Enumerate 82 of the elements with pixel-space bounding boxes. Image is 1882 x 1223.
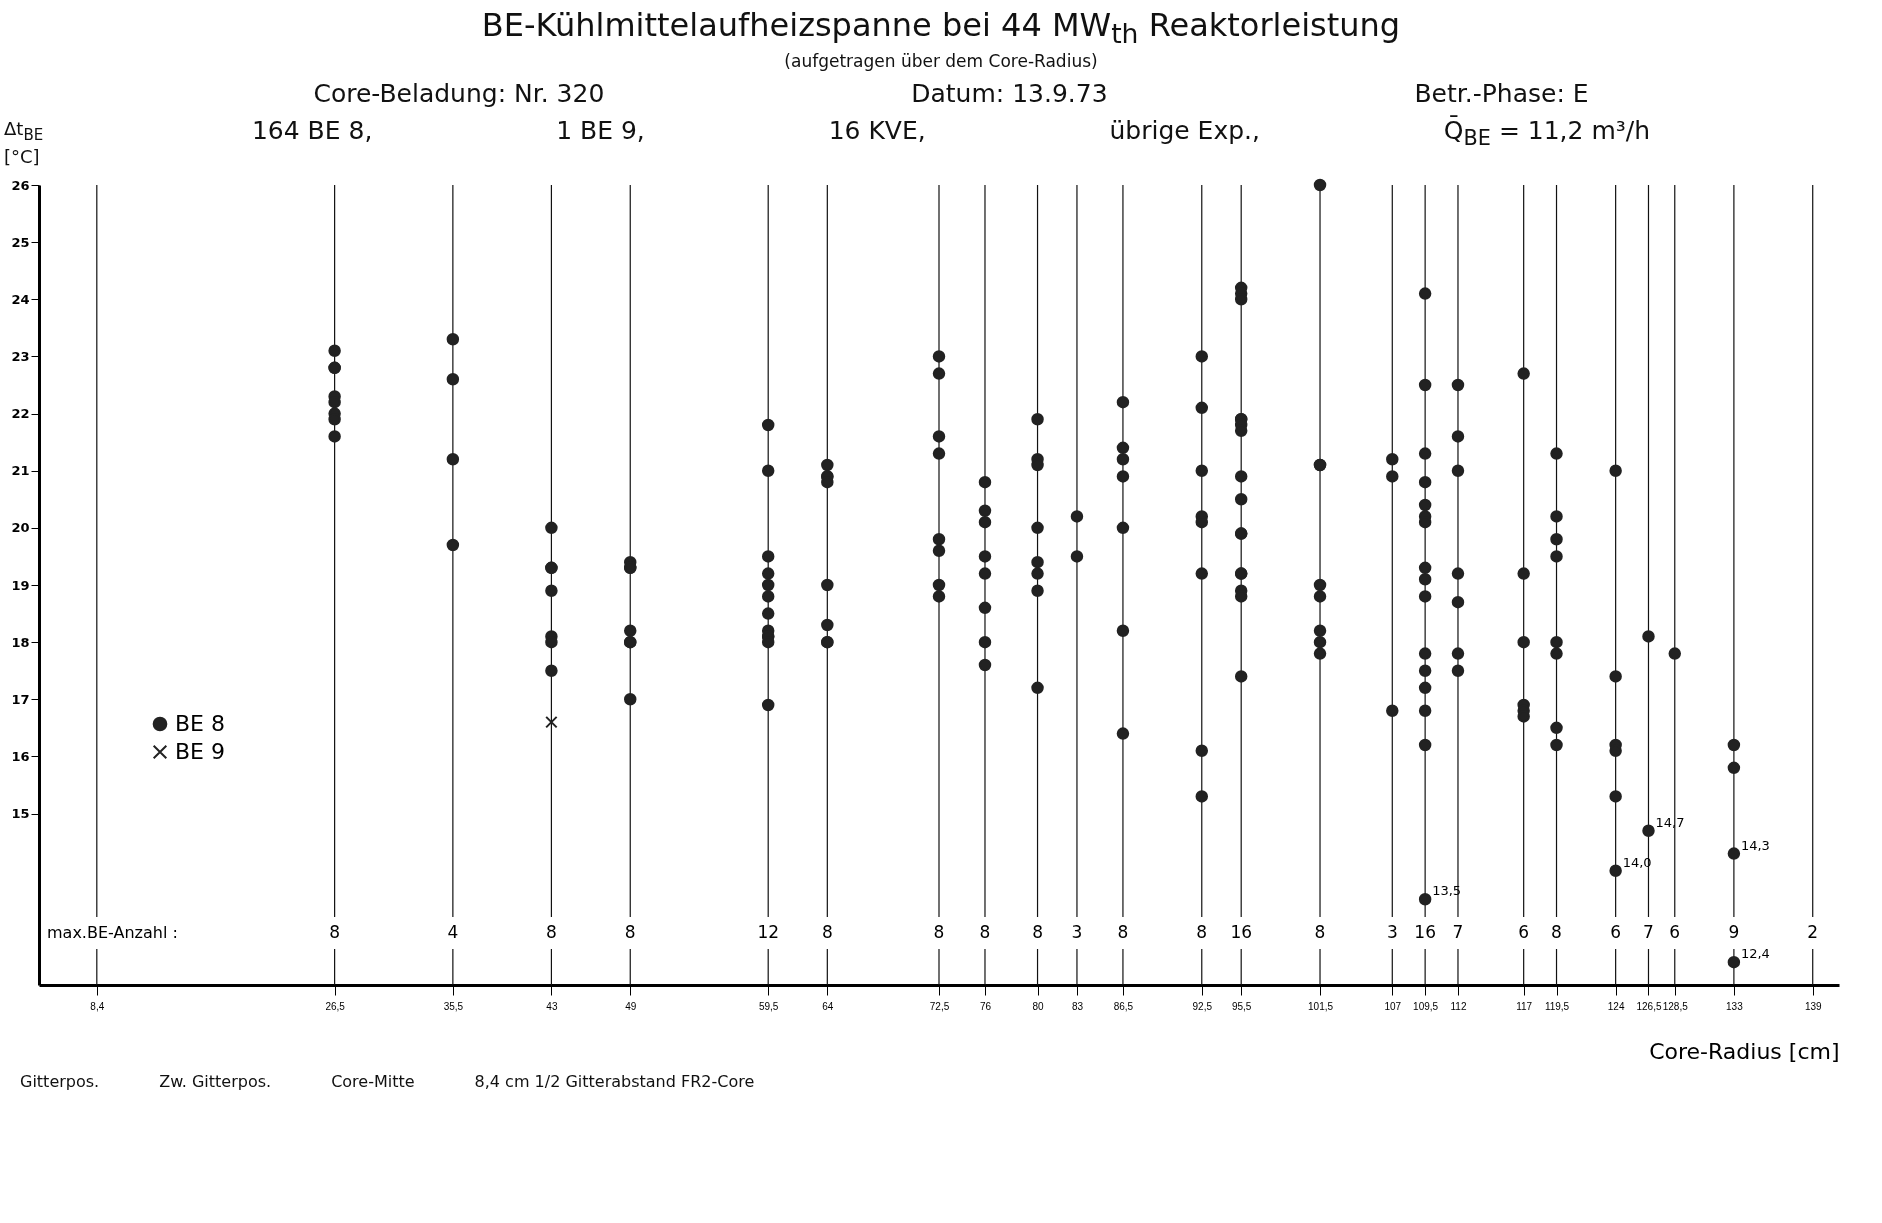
legend-label: BE 9 [175,739,225,764]
y-tick-label: 23 [11,348,30,364]
x-tick-label: 107 [1384,1000,1402,1012]
text: übrige Exp., [1109,116,1260,148]
annotation: 6 [1518,922,1530,942]
text: Betr.-Phase: E [1414,79,1589,109]
y-tick-label: 15 [11,806,30,822]
x-tick-label: 80 [1032,1000,1045,1012]
annotation: 8 [1032,922,1043,942]
text: Core-Beladung: Nr. 320 [313,79,605,109]
text: 16 KVE, [828,116,926,148]
x-tick-label: 64 [822,1000,834,1012]
annotation: 16 [1230,922,1253,942]
text: Gitterpos. [20,1072,100,1091]
x-tick-label: 95,5 [1231,1000,1252,1012]
annotation: 12,4 [1740,946,1770,962]
x-tick-label: 59,5 [758,1000,779,1012]
annotation: 6 [1669,922,1681,942]
x-tick-label: 126,5 [1636,1000,1662,1012]
y-tick-label: 24 [11,291,30,307]
annotation: 8 [545,922,557,942]
y-tick-label: 22 [11,406,30,422]
text: 164 BE 8, [251,116,373,148]
annotation: 7 [1452,922,1464,942]
annotation: 7 [1643,922,1654,942]
annotation: 3 [1071,922,1083,942]
text: Datum: 13.9.73 [911,79,1108,109]
text: Core-Mitte [331,1072,415,1091]
annotation: 4 [447,922,459,942]
x-tick-label: 128,5 [1662,1000,1689,1012]
annotation: 9 [1728,922,1740,942]
annotation: 8 [979,922,991,942]
x-tick-label: 117 [1516,1000,1533,1012]
x-tick-label: 124 [1607,1000,1625,1012]
annotation: 8 [933,922,945,942]
y-axis-title: Δt$_{BE}$ [°C] [4,118,45,168]
text: 1 BE 9, [556,116,645,148]
x-tick-label: 112 [1450,1000,1467,1012]
x-tick-label: 8,4 [90,1000,105,1012]
annotation: 8 [821,922,833,942]
y-tick-label: 16 [11,748,30,764]
x-axis-title: Core-Radius [cm] [1649,1038,1840,1064]
annotation: 2 [1807,922,1819,942]
x-tick-label: 109,5 [1413,1000,1439,1012]
y-tick-label: 19 [11,577,30,593]
y-tick-label: 26 [11,177,30,193]
legend-label: BE 8 [175,711,225,736]
x-tick-label: 86,5 [1113,1000,1134,1012]
x-tick-label: 83 [1071,1000,1084,1012]
x-tick-label: 49 [625,1000,637,1012]
annotation: max.BE-Anzahl : [47,923,178,942]
annotation: 8 [329,922,341,942]
x-tick-label: 76 [979,1000,992,1012]
x-tick-label: 92,5 [1192,1000,1213,1012]
annotation: 8 [624,922,636,942]
x-tick-label: 43 [546,1000,558,1012]
y-tick-label: 18 [11,634,30,650]
text: Zw. Gitterpos. [159,1072,272,1091]
chart-title: BE-Kühlmittelaufheizspanne bei 44 MW$_{th}$ Reaktorleistung [480,5,1402,50]
annotation: 8 [1551,922,1562,942]
x-tick-label: 133 [1726,1000,1744,1012]
annotation: 8 [1196,922,1208,942]
y-tick-label: 17 [11,691,30,707]
annotation: 8 [1314,922,1326,942]
annotation: 6 [1610,922,1622,942]
y-tick-label: 25 [11,234,30,250]
text: 8,4 cm 1/2 Gitterabstand FR2-Core [474,1072,755,1091]
chart-subtitle: (aufgetragen über dem Core-Radius) [783,51,1099,72]
x-tick-label: 26,5 [325,1000,346,1012]
x-tick-label: 119,5 [1544,1000,1570,1012]
annotation: 16 [1414,922,1436,942]
x-tick-label: 139 [1804,1000,1822,1012]
annotation: 3 [1386,922,1398,942]
annotation: 8 [1117,922,1129,942]
annotation: 12 [757,922,780,942]
y-tick-label: 20 [11,520,30,536]
x-tick-label: 72,5 [929,1000,950,1012]
x-tick-label: 35,5 [443,1000,464,1012]
annotation: 14,3 [1740,837,1770,853]
x-tick-label: 101,5 [1308,1000,1334,1012]
y-tick-label: 21 [11,463,30,479]
text: Q̄$_{BE}$ = 11,2 m³/h [1443,116,1651,151]
